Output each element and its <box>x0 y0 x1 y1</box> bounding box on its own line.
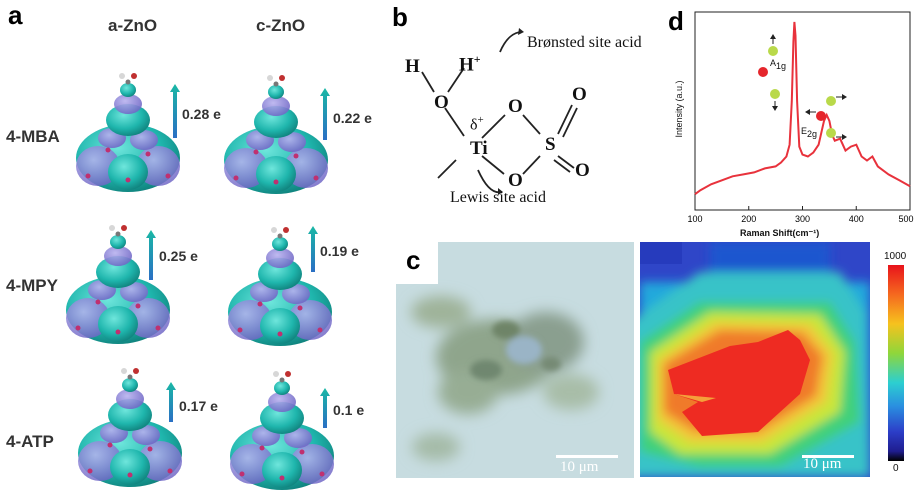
raman-intensity-map <box>640 242 870 477</box>
atom-o-bridge-bottom: O <box>508 170 523 191</box>
panel-c-letter: c <box>406 245 421 275</box>
charge-density-figures <box>66 73 334 490</box>
column-header-a-zno: a-ZnO <box>108 16 158 35</box>
delta-plus-charge: δ+ <box>470 114 484 134</box>
charge-value-a-zno-4-mba: 0.28 e <box>182 106 221 122</box>
acid-site-structure <box>421 28 578 195</box>
panel-b-letter: b <box>392 2 408 32</box>
charge-value-c-zno-4-mpy: 0.19 e <box>320 243 359 259</box>
x-tick-label: 500 <box>898 214 913 224</box>
scale-bar-left-label: 10 μm <box>560 459 599 475</box>
bronsted-acid-label: Brønsted site acid <box>527 34 642 51</box>
charge-arrow-c-mpy <box>308 226 318 272</box>
plot-frame <box>694 11 911 211</box>
isosurface-c-zno-4-atp <box>230 371 334 490</box>
charge-value-a-zno-4-mpy: 0.25 e <box>159 248 198 264</box>
peak-label-a1g: A1g <box>770 58 787 71</box>
atom-o-bridge-top: O <box>508 96 523 117</box>
charge-arrow-c-atp <box>320 388 330 428</box>
raman-spectrum-chart: 100 200 300 400 500 <box>687 11 914 224</box>
isosurface-a-zno-4-atp <box>78 368 182 487</box>
atom-h-plus: H+ <box>459 52 481 76</box>
panel-c-letter-box <box>396 242 438 284</box>
x-tick-label: 200 <box>741 214 756 224</box>
atom-o-double-bottom: O <box>575 160 590 181</box>
isosurface-c-zno-4-mba <box>224 75 328 194</box>
charge-arrow-a-mba <box>170 84 180 138</box>
atom-ti: Ti <box>470 138 488 159</box>
atom-o-double-top: O <box>572 84 587 105</box>
x-axis-label: Raman Shift(cm⁻¹) <box>740 228 820 238</box>
x-tick-label: 300 <box>795 214 810 224</box>
row-label-4-atp: 4-ATP <box>6 432 54 451</box>
peak-label-e2g: E2g <box>801 126 818 139</box>
scale-bar-left <box>556 455 618 458</box>
charge-arrow-a-atp <box>166 382 176 422</box>
charge-arrow-a-mpy <box>146 230 156 280</box>
atom-o-hydroxyl: O <box>434 92 449 113</box>
colorbar <box>888 265 904 461</box>
row-label-4-mba: 4-MBA <box>6 127 60 146</box>
scale-bar-right-label: 10 μm <box>803 456 842 472</box>
atom-h: H <box>405 56 420 77</box>
atom-s: S <box>545 134 556 155</box>
a1g-mode-diagram <box>758 34 780 111</box>
x-tick-label: 100 <box>687 214 702 224</box>
raman-series-line <box>694 21 911 196</box>
isosurface-a-zno-4-mba <box>76 73 180 192</box>
optical-micrograph <box>396 242 634 478</box>
isosurface-c-zno-4-mpy <box>228 227 332 346</box>
panel-d-letter: d <box>668 6 684 36</box>
panel-a-letter: a <box>8 0 23 30</box>
charge-arrow-c-mba <box>320 88 330 140</box>
lewis-acid-label: Lewis site acid <box>450 189 546 206</box>
colorbar-max-label: 1000 <box>884 251 907 262</box>
charge-value-a-zno-4-atp: 0.17 e <box>179 398 218 414</box>
scale-bar-right <box>802 455 854 458</box>
column-header-c-zno: c-ZnO <box>256 16 306 35</box>
y-axis-label: Intensity (a.u.) <box>674 80 684 138</box>
charge-value-c-zno-4-mba: 0.22 e <box>333 110 372 126</box>
e2g-mode-diagram <box>805 94 847 140</box>
isosurface-a-zno-4-mpy <box>66 225 170 344</box>
colorbar-min-label: 0 <box>893 463 899 474</box>
row-label-4-mpy: 4-MPY <box>6 276 58 295</box>
charge-value-c-zno-4-atp: 0.1 e <box>333 402 365 418</box>
x-tick-label: 400 <box>849 214 864 224</box>
